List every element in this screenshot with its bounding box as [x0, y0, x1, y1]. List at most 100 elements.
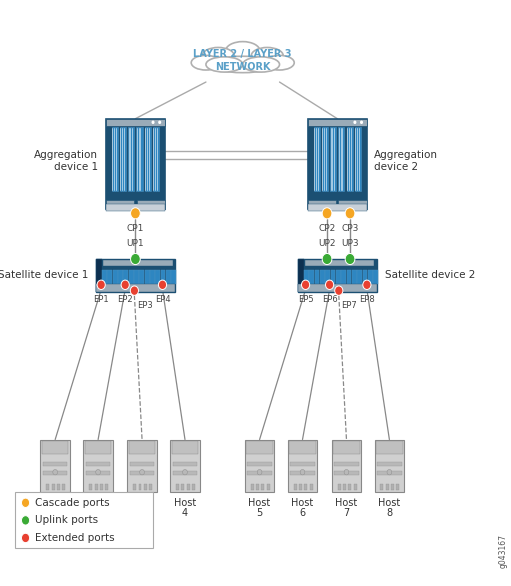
Ellipse shape	[209, 56, 276, 73]
Circle shape	[21, 516, 30, 525]
Text: EP1: EP1	[94, 295, 109, 304]
Bar	[136, 199, 165, 210]
Bar	[15, 492, 153, 548]
Bar	[304, 270, 309, 284]
Bar	[102, 270, 107, 284]
Ellipse shape	[191, 55, 221, 70]
Text: CP2: CP2	[318, 224, 336, 233]
Bar	[305, 260, 375, 266]
Text: 4: 4	[182, 508, 188, 518]
Bar	[338, 483, 340, 490]
Bar	[130, 462, 154, 466]
Circle shape	[345, 253, 355, 264]
Bar	[290, 462, 315, 466]
Bar	[348, 483, 351, 490]
Bar	[173, 462, 197, 466]
Text: CP1: CP1	[127, 224, 144, 233]
Text: Host: Host	[44, 498, 66, 508]
Bar	[354, 483, 357, 490]
Text: EP4: EP4	[155, 295, 170, 304]
Bar	[338, 199, 367, 210]
Bar	[299, 483, 302, 490]
Bar	[357, 270, 362, 284]
Text: EP6: EP6	[322, 295, 337, 304]
Bar	[107, 270, 112, 284]
Circle shape	[335, 286, 343, 295]
Bar	[187, 483, 190, 490]
Bar	[310, 483, 313, 490]
Bar	[42, 441, 68, 454]
Bar	[120, 127, 126, 191]
Bar	[373, 270, 378, 284]
Bar	[397, 483, 400, 490]
Circle shape	[96, 469, 101, 475]
Circle shape	[300, 469, 305, 475]
Bar	[334, 471, 359, 475]
Text: 3: 3	[139, 508, 145, 518]
Text: EP7: EP7	[341, 301, 357, 309]
Bar	[247, 462, 272, 466]
Bar	[129, 441, 155, 454]
Circle shape	[345, 207, 355, 219]
Bar	[308, 199, 336, 210]
Bar	[341, 270, 346, 284]
Text: Host: Host	[131, 498, 153, 508]
Bar	[352, 270, 357, 284]
Circle shape	[363, 280, 371, 289]
Bar	[96, 259, 175, 291]
Bar	[314, 127, 320, 191]
Bar	[155, 270, 160, 284]
Bar	[355, 127, 361, 191]
Text: Extended ports: Extended ports	[35, 533, 114, 543]
Circle shape	[53, 469, 58, 475]
Bar	[376, 441, 403, 454]
Ellipse shape	[206, 57, 243, 72]
Bar	[330, 127, 336, 191]
Text: 5: 5	[257, 508, 263, 518]
Circle shape	[326, 280, 334, 289]
Bar	[130, 471, 154, 475]
Bar	[106, 118, 165, 126]
Bar	[153, 127, 159, 191]
Text: Satellite device 2: Satellite device 2	[385, 270, 475, 281]
Bar	[343, 483, 346, 490]
Text: 8: 8	[386, 508, 392, 518]
Bar	[160, 270, 166, 284]
Text: Host: Host	[174, 498, 196, 508]
Bar	[308, 118, 367, 126]
Circle shape	[158, 121, 161, 124]
Circle shape	[360, 121, 363, 124]
Text: EP5: EP5	[298, 295, 313, 304]
Text: LAYER 2 / LAYER 3
NETWORK: LAYER 2 / LAYER 3 NETWORK	[194, 49, 292, 72]
Bar	[308, 118, 367, 210]
Bar	[391, 483, 394, 490]
Text: Aggregation
device 1: Aggregation device 1	[34, 151, 98, 172]
Bar	[86, 462, 110, 466]
Bar	[336, 270, 341, 284]
Bar	[52, 483, 55, 490]
Bar	[138, 483, 142, 490]
Bar	[176, 483, 179, 490]
Bar	[267, 483, 270, 490]
Bar	[172, 441, 198, 454]
Bar	[192, 483, 195, 490]
Bar	[47, 483, 49, 490]
Bar	[129, 270, 133, 284]
Text: EP2: EP2	[118, 295, 133, 304]
Text: CP3: CP3	[341, 224, 359, 233]
Bar	[377, 462, 402, 466]
Bar	[95, 483, 98, 490]
Circle shape	[130, 286, 138, 295]
Bar	[83, 440, 113, 492]
Bar	[166, 270, 171, 284]
Ellipse shape	[251, 47, 283, 64]
Text: Uplink ports: Uplink ports	[35, 515, 98, 526]
Bar	[145, 270, 150, 284]
Bar	[173, 471, 197, 475]
Bar	[112, 127, 118, 191]
Bar	[338, 127, 344, 191]
Text: UP2: UP2	[318, 240, 336, 248]
Circle shape	[140, 469, 145, 475]
Bar	[346, 127, 353, 191]
Bar	[40, 440, 70, 492]
